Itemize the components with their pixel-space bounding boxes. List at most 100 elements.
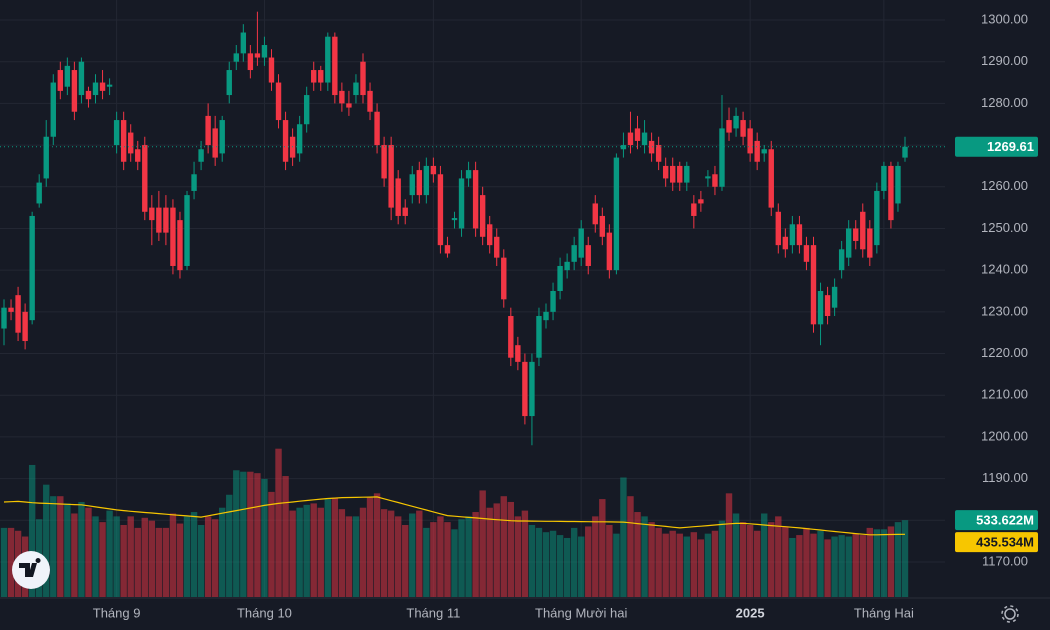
axes: 1170.001180.001190.001200.001210.001220.…	[93, 11, 1038, 620]
candle-body	[247, 53, 254, 71]
volume-bar	[697, 539, 705, 597]
volume-bar	[782, 526, 789, 597]
volume-bar	[599, 499, 606, 597]
candle-body	[747, 128, 753, 154]
volume-bar	[514, 516, 522, 597]
candle-body	[796, 224, 803, 246]
candle-body	[775, 211, 781, 246]
volume-bar	[465, 516, 472, 597]
volume-bar	[753, 530, 761, 597]
volume-bar	[676, 533, 683, 597]
candle-body	[479, 195, 486, 237]
volume-bar	[521, 510, 529, 597]
volume-bar	[563, 537, 571, 597]
volume-bar	[648, 522, 655, 597]
volume-bar	[768, 522, 775, 597]
candle-body	[515, 345, 521, 362]
volume-bar	[0, 527, 8, 597]
volume-bar	[585, 526, 592, 597]
volume-bar	[500, 496, 507, 597]
candle-body	[529, 361, 535, 417]
candle-body	[733, 115, 739, 129]
volume-bar	[190, 512, 198, 597]
volume-bar	[852, 533, 859, 597]
y-tick-label: 1240.00	[981, 262, 1028, 277]
volume-bar	[402, 525, 409, 597]
candle-body	[8, 307, 14, 312]
candle-body	[282, 120, 289, 162]
candle-body	[726, 120, 732, 133]
candle-body	[458, 178, 465, 229]
candle-body	[268, 57, 275, 83]
x-tick-label: 2025	[736, 605, 765, 620]
candle-body	[15, 295, 21, 333]
candle-body	[275, 82, 282, 121]
candle-body	[803, 245, 810, 262]
volume-bar	[592, 516, 599, 597]
volume-bar	[261, 478, 268, 597]
volume-bar	[148, 520, 156, 597]
volume-bar	[458, 519, 465, 597]
candle-body	[402, 207, 408, 216]
candle-body	[902, 146, 908, 158]
volume-bar	[859, 535, 866, 597]
volume-bar	[78, 501, 85, 597]
volume-pane	[0, 448, 909, 597]
volume-ma-line	[3, 496, 906, 536]
candle-body	[817, 290, 824, 325]
candle-body	[43, 136, 49, 179]
candle-body	[430, 165, 437, 175]
volume-bar	[7, 527, 15, 597]
volume-bar	[810, 533, 817, 597]
logo	[12, 551, 50, 589]
candle-body	[106, 84, 113, 87]
candle-body	[860, 211, 866, 250]
candle-body	[662, 165, 669, 179]
volume-bar	[303, 504, 310, 597]
volume-bar	[338, 509, 346, 597]
volume-label-bg	[955, 510, 1038, 531]
volume-bar	[831, 536, 838, 597]
volume-bar	[282, 476, 289, 597]
candle-body	[156, 207, 162, 233]
settings-icon[interactable]	[1001, 605, 1019, 623]
volume-bar	[451, 529, 458, 597]
candle-body	[550, 290, 556, 312]
candle-body	[303, 95, 310, 125]
candle-body	[353, 82, 359, 96]
volume-bar	[761, 513, 768, 597]
candle-body	[613, 157, 620, 271]
volume-bar	[296, 507, 303, 597]
x-tick-label: Tháng 11	[406, 605, 460, 620]
candle-body	[895, 165, 901, 204]
candle-body	[705, 176, 711, 179]
candle-body	[198, 149, 204, 162]
volume-bar	[394, 516, 402, 597]
candle-body	[543, 311, 549, 321]
candle-body	[71, 70, 78, 112]
candle-body	[564, 261, 570, 271]
volume-bar	[211, 519, 219, 597]
volume-bar	[704, 533, 712, 597]
candle-body	[22, 311, 28, 342]
volume-bar	[387, 510, 395, 597]
candle-body	[824, 295, 831, 317]
volume-bar	[838, 535, 845, 597]
candle-body	[472, 170, 479, 229]
candle-body	[670, 165, 676, 183]
y-tick-label: 1260.00	[981, 178, 1028, 193]
y-tick-label: 1250.00	[981, 220, 1028, 235]
candle-body	[874, 190, 880, 246]
candle-body	[64, 65, 71, 87]
candle-body	[782, 236, 789, 250]
candle-body	[641, 132, 648, 146]
candle-body	[409, 174, 415, 196]
candle-body	[311, 70, 317, 83]
candle-body	[444, 245, 451, 254]
candle-body	[360, 61, 366, 96]
candle-body	[296, 124, 303, 154]
volume-bar	[50, 496, 57, 597]
candle-body	[99, 82, 106, 91]
candle-body	[740, 120, 746, 137]
candle-body	[381, 145, 387, 179]
